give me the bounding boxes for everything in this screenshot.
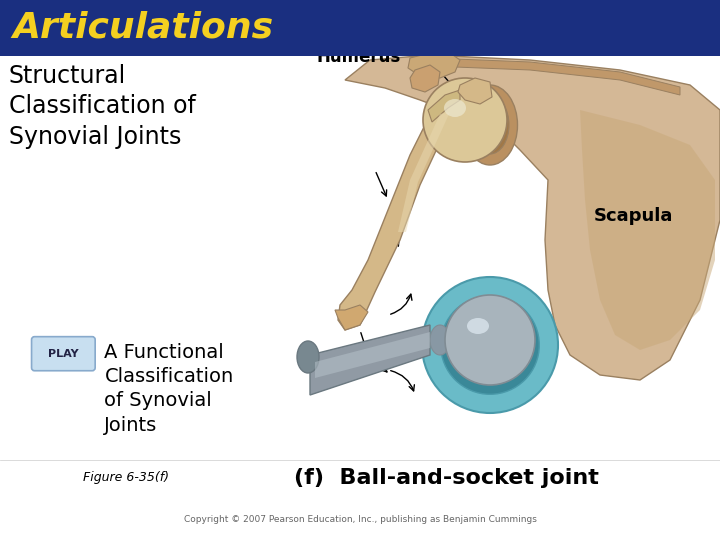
Ellipse shape <box>465 324 495 342</box>
Ellipse shape <box>430 325 450 355</box>
Ellipse shape <box>462 85 518 165</box>
Text: Humerus: Humerus <box>317 48 401 66</box>
Circle shape <box>445 295 535 385</box>
Text: Figure 6-35(f): Figure 6-35(f) <box>83 471 169 484</box>
Polygon shape <box>580 110 715 350</box>
Polygon shape <box>315 332 430 378</box>
Ellipse shape <box>471 96 509 154</box>
Polygon shape <box>338 110 455 330</box>
Text: Scapula: Scapula <box>594 207 673 225</box>
Polygon shape <box>335 305 368 330</box>
Ellipse shape <box>297 341 319 373</box>
FancyBboxPatch shape <box>32 336 95 371</box>
Polygon shape <box>458 78 492 104</box>
Polygon shape <box>408 53 460 78</box>
Polygon shape <box>428 90 460 122</box>
Text: Articulations: Articulations <box>12 11 273 45</box>
Text: PLAY: PLAY <box>48 349 78 359</box>
Ellipse shape <box>422 277 558 413</box>
Text: Structural
Classification of
Synovial Joints: Structural Classification of Synovial Jo… <box>9 64 196 149</box>
Text: Copyright © 2007 Pearson Education, Inc., publishing as Benjamin Cummings: Copyright © 2007 Pearson Education, Inc.… <box>184 516 536 524</box>
Ellipse shape <box>467 318 489 334</box>
Ellipse shape <box>444 99 466 117</box>
Polygon shape <box>398 112 450 232</box>
Text: A Functional
Classification
of Synovial
Joints: A Functional Classification of Synovial … <box>104 343 234 435</box>
Polygon shape <box>310 325 430 395</box>
Circle shape <box>423 78 507 162</box>
Polygon shape <box>345 55 720 380</box>
Ellipse shape <box>441 296 539 394</box>
Polygon shape <box>430 58 680 95</box>
Text: (f)  Ball-and-socket joint: (f) Ball-and-socket joint <box>294 468 599 488</box>
Bar <box>0 0 720 56</box>
Polygon shape <box>410 65 440 92</box>
